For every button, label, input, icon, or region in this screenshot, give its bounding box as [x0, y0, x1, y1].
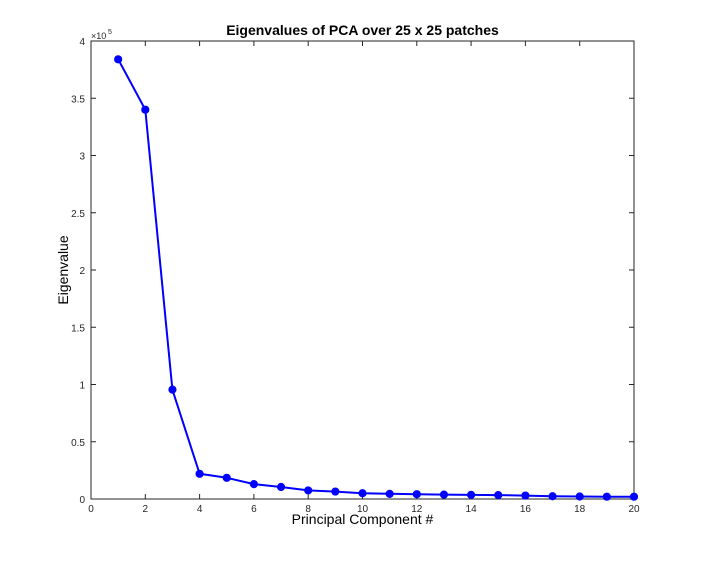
data-point	[249, 480, 258, 489]
x-tick-label: 8	[305, 504, 311, 515]
data-point	[467, 490, 476, 499]
data-point	[331, 487, 340, 496]
y-tick-label: 0.5	[71, 438, 85, 449]
x-tick-label: 18	[574, 504, 586, 515]
x-tick-label: 10	[357, 504, 369, 515]
data-point	[602, 492, 611, 501]
y-tick-label: 2.5	[71, 209, 85, 220]
y-tick-label: 1.5	[71, 323, 85, 334]
x-tick-label: 4	[197, 504, 203, 515]
data-point	[412, 490, 421, 499]
series-layer	[114, 55, 639, 501]
data-point	[358, 489, 367, 498]
tick-labels: 0 2 4 6 8 10 12 14 16 18 20 0 0.5 1 1.5 2 2.5 3 3.5 4	[71, 37, 640, 515]
y-axis-label: Eigenvalue	[55, 235, 71, 304]
x-tick-label: 2	[143, 504, 149, 515]
data-point	[304, 486, 313, 495]
y-tick-label: 0	[79, 495, 85, 506]
y-axis-multiplier-exponent: 5	[108, 29, 112, 36]
data-point	[629, 492, 639, 501]
x-tick-label: 6	[251, 504, 257, 515]
y-tick-label: 4	[79, 37, 85, 48]
data-point	[168, 385, 177, 394]
x-tick-label: 14	[466, 504, 478, 515]
data-point	[439, 490, 449, 499]
data-point	[276, 482, 286, 492]
y-tick-label: 1	[79, 381, 85, 392]
data-point	[195, 469, 204, 478]
chart-title: Eigenvalues of PCA over 25 x 25 patches	[226, 22, 499, 38]
data-point	[222, 473, 231, 482]
x-tick-label: 16	[520, 504, 532, 515]
y-axis-multiplier: ×10	[91, 31, 106, 41]
x-axis-label: Principal Component #	[292, 511, 434, 527]
y-tick-label: 2	[79, 266, 85, 277]
data-point	[494, 491, 503, 500]
series-line	[117, 58, 634, 498]
data-point	[141, 105, 150, 114]
x-tick-label: 0	[88, 504, 94, 515]
x-tick-label: 20	[628, 504, 640, 515]
data-point	[548, 492, 557, 501]
y-tick-label: 3.5	[71, 94, 85, 105]
data-point	[575, 492, 584, 501]
data-point	[385, 489, 394, 498]
plot-area	[90, 40, 635, 500]
x-tick-label: 12	[411, 504, 423, 515]
data-point	[521, 491, 530, 500]
data-point	[114, 55, 123, 64]
y-tick-label: 3	[79, 152, 85, 163]
